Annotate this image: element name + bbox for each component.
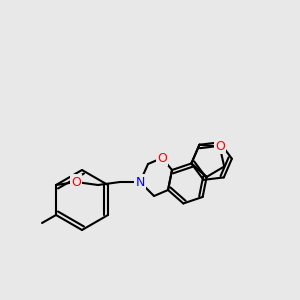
Text: N: N [135, 176, 145, 188]
Text: O: O [215, 140, 225, 153]
Text: O: O [157, 152, 167, 164]
Text: O: O [71, 176, 81, 188]
